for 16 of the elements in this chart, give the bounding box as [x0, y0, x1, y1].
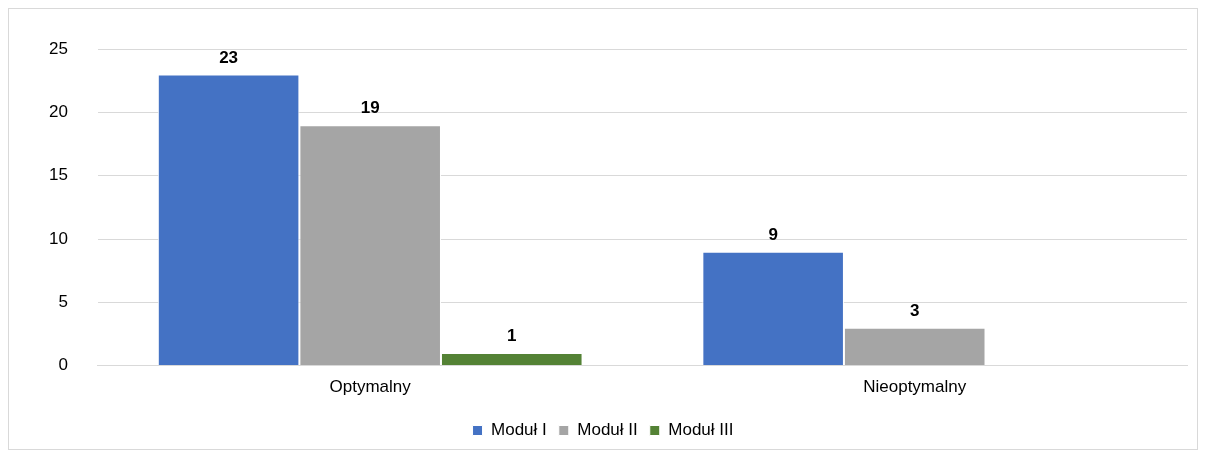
- y-tick-label: 25: [48, 38, 68, 58]
- y-tick-label: 15: [48, 165, 68, 185]
- data-label: 1: [507, 326, 517, 346]
- data-label: 3: [909, 300, 920, 320]
- data-label: 23: [219, 47, 239, 67]
- x-tick-label: Nieoptymalny: [863, 377, 967, 397]
- y-tick-label: 5: [58, 292, 68, 312]
- y-tick-label: 20: [48, 102, 68, 122]
- data-label: 19: [360, 98, 380, 118]
- legend-label: Moduł III: [668, 420, 734, 440]
- y-tick-label: 0: [58, 355, 68, 375]
- legend-label: Moduł II: [577, 420, 638, 440]
- y-tick-label: 10: [48, 228, 68, 248]
- legend-label: Moduł I: [491, 420, 547, 440]
- x-tick-label: Optymalny: [329, 377, 412, 397]
- data-label: 9: [768, 224, 778, 244]
